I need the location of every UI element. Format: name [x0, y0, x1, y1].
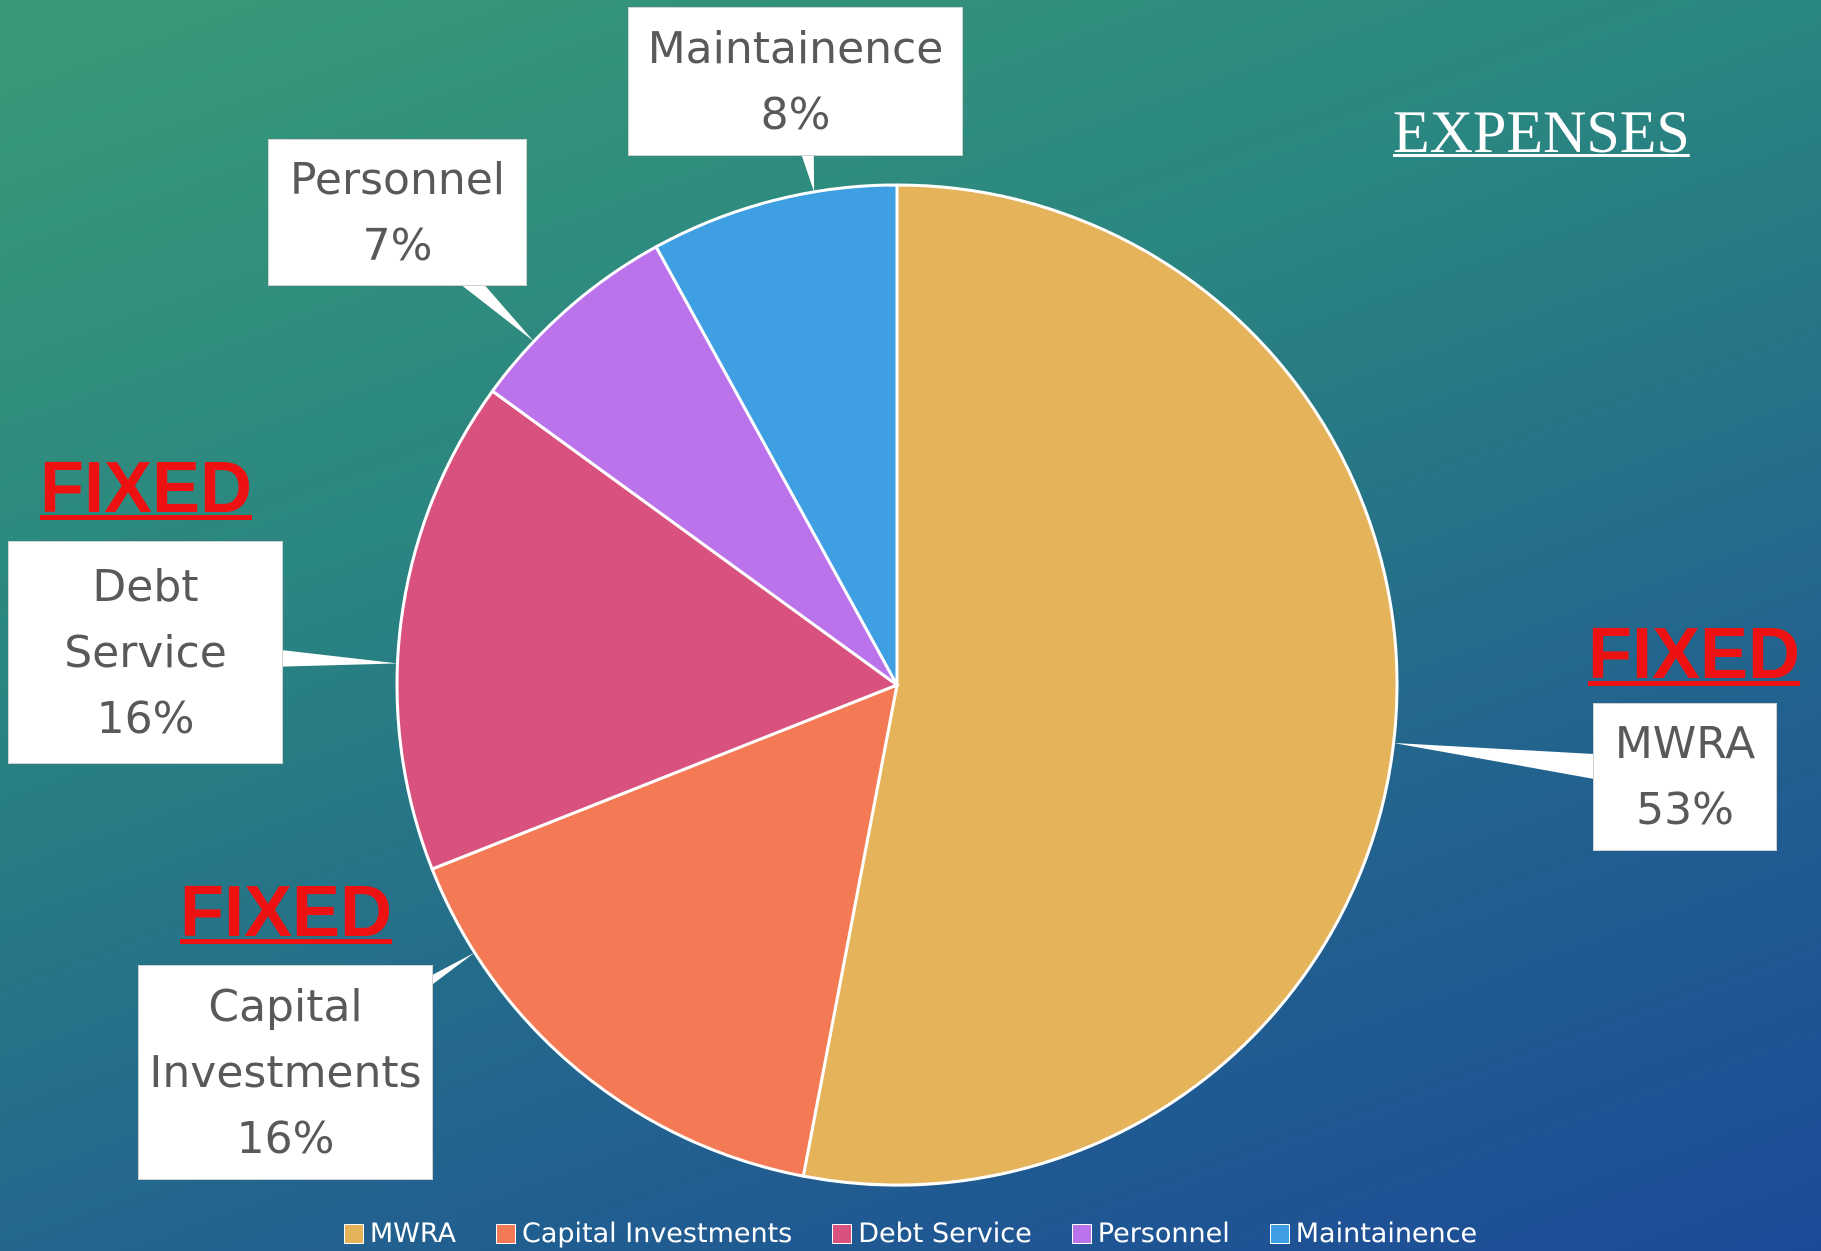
legend-item: MWRA	[344, 1218, 456, 1249]
legend-swatch	[1072, 1224, 1092, 1244]
chart-title: EXPENSES	[1393, 98, 1690, 167]
category-label: Capital Investments	[139, 974, 432, 1106]
category-label: Personnel	[284, 147, 511, 213]
legend-label: Personnel	[1098, 1218, 1230, 1249]
legend-item: Maintainence	[1270, 1218, 1477, 1249]
slide: EXPENSES MWRA Capital Investments Debt Ser…	[0, 0, 1821, 1251]
legend-swatch	[344, 1224, 364, 1244]
legend-swatch	[832, 1224, 852, 1244]
value-label: 16%	[237, 1106, 335, 1172]
value-label: 16%	[97, 686, 195, 752]
legend-item: Capital Investments	[496, 1218, 792, 1249]
value-label: 7%	[363, 213, 433, 279]
value-label: 53%	[1636, 777, 1734, 843]
legend-label: Debt Service	[858, 1218, 1032, 1249]
legend-swatch	[496, 1224, 516, 1244]
category-label: Maintainence	[642, 16, 950, 82]
legend-label: Capital Investments	[522, 1218, 792, 1249]
legend-item: Debt Service	[832, 1218, 1032, 1249]
legend-label: MWRA	[370, 1218, 456, 1249]
category-label: MWRA	[1609, 711, 1761, 777]
category-label: Debt Service	[9, 554, 282, 686]
legend-swatch	[1270, 1224, 1290, 1244]
annotation: FIXED	[1588, 613, 1800, 695]
legend-label: Maintainence	[1296, 1218, 1477, 1249]
value-label: 8%	[761, 82, 831, 148]
annotation: FIXED	[40, 447, 252, 529]
annotation: FIXED	[180, 871, 392, 953]
legend-item: Personnel	[1072, 1218, 1230, 1249]
legend: MWRA Capital Investments Debt Service Perso…	[0, 1218, 1821, 1249]
